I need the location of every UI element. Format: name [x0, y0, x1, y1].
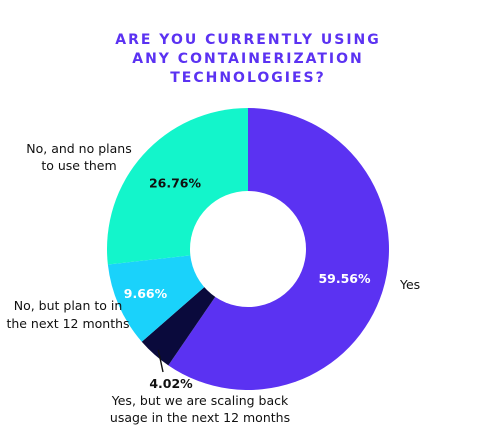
category-label-2: Yes, but we are scaling back usage in the…	[110, 393, 290, 425]
chart-title: ARE YOU CURRENTLY USING ANY CONTAINERIZA…	[115, 32, 381, 86]
value-labels: 59.56% 4.02% 9.66% 26.76%	[124, 176, 371, 391]
category-label-4-line-2: to use them	[41, 158, 116, 173]
leader-lines	[157, 349, 164, 373]
category-label-3: No, but plan to in the next 12 months	[6, 298, 129, 331]
chart-title-line-2: ANY CONTAINERIZATION	[132, 51, 364, 67]
donut-hole	[190, 191, 306, 307]
category-labels: Yes Yes, but we are scaling back usage in …	[6, 141, 420, 425]
category-label-4: No, and no plans to use them	[26, 141, 131, 173]
leader-line-small-slice	[157, 349, 164, 373]
chart-title-line-1: ARE YOU CURRENTLY USING	[115, 32, 381, 48]
category-label-3-line-2: the next 12 months	[6, 316, 129, 331]
category-label-2-line-1: Yes, but we are scaling back	[111, 393, 289, 408]
value-label-1: 59.56%	[318, 271, 371, 286]
value-label-4: 26.76%	[149, 176, 202, 191]
value-label-3: 9.66%	[124, 286, 168, 301]
value-label-2: 4.02%	[149, 376, 193, 391]
category-label-2-line-2: usage in the next 12 months	[110, 410, 290, 425]
category-label-1: Yes	[399, 277, 420, 292]
chart-title-line-3: TECHNOLOGIES?	[170, 70, 326, 86]
category-label-3-line-1: No, but plan to in	[14, 298, 123, 313]
category-label-4-line-1: No, and no plans	[26, 141, 131, 156]
category-label-1-line-1: Yes	[399, 277, 420, 292]
